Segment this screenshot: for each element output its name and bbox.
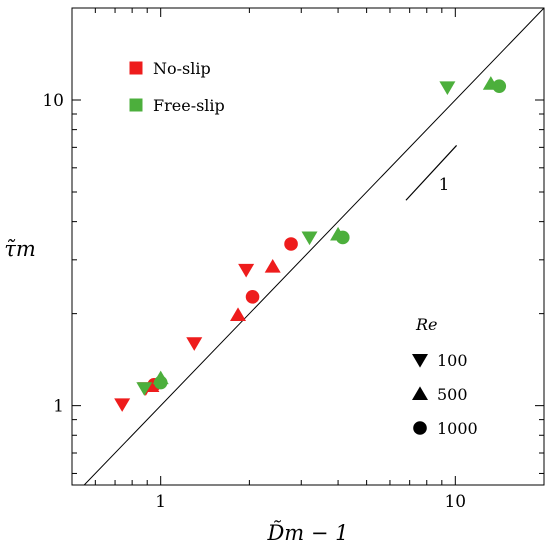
data-point <box>264 259 281 273</box>
legend-re-label-500: 500 <box>437 385 468 404</box>
data-point <box>301 231 318 246</box>
data-point <box>335 230 350 245</box>
y-axis-label: τ̃m <box>4 237 36 261</box>
legend-re-label-1000: 1000 <box>437 419 478 438</box>
data-point <box>114 398 131 412</box>
legend-label-free-slip: Free-slip <box>153 96 225 115</box>
x-tick-label: 10 <box>444 492 466 512</box>
data-point <box>284 237 298 251</box>
legend-re-title: Re <box>415 315 438 334</box>
series-no-slip-re1000 <box>147 237 298 392</box>
data-point <box>439 81 456 95</box>
series-no-slip-re500 <box>143 259 281 392</box>
legend-re-marker-100 <box>412 354 428 368</box>
reference-line <box>83 8 544 485</box>
data-point <box>230 307 247 321</box>
data-point <box>153 375 168 390</box>
x-axis-label: D̃m − 1 <box>266 521 348 545</box>
data-point <box>186 337 203 351</box>
slope-indicator-line <box>405 145 458 201</box>
y-tick-label: 10 <box>42 91 64 111</box>
series-free-slip-re500 <box>152 76 499 385</box>
series-free-slip-re100 <box>136 81 456 396</box>
data-point <box>245 290 260 304</box>
legend-re-label-100: 100 <box>437 351 468 370</box>
data-point <box>136 382 153 396</box>
x-tick-label: 1 <box>155 492 166 512</box>
y-tick-label: 1 <box>53 397 64 417</box>
legend-re-marker-1000 <box>413 421 427 435</box>
data-point <box>238 263 255 278</box>
legend-re-marker-500 <box>412 386 428 400</box>
series-no-slip-re100 <box>114 263 255 412</box>
legend-marker-free-slip <box>129 98 143 112</box>
legend-marker-no-slip <box>129 61 143 75</box>
legend-label-no-slip: No-slip <box>153 59 211 78</box>
series-free-slip-re1000 <box>153 79 507 390</box>
data-point <box>492 79 507 93</box>
plot-frame <box>71 7 545 486</box>
slope-indicator-label: 1 <box>439 175 450 195</box>
